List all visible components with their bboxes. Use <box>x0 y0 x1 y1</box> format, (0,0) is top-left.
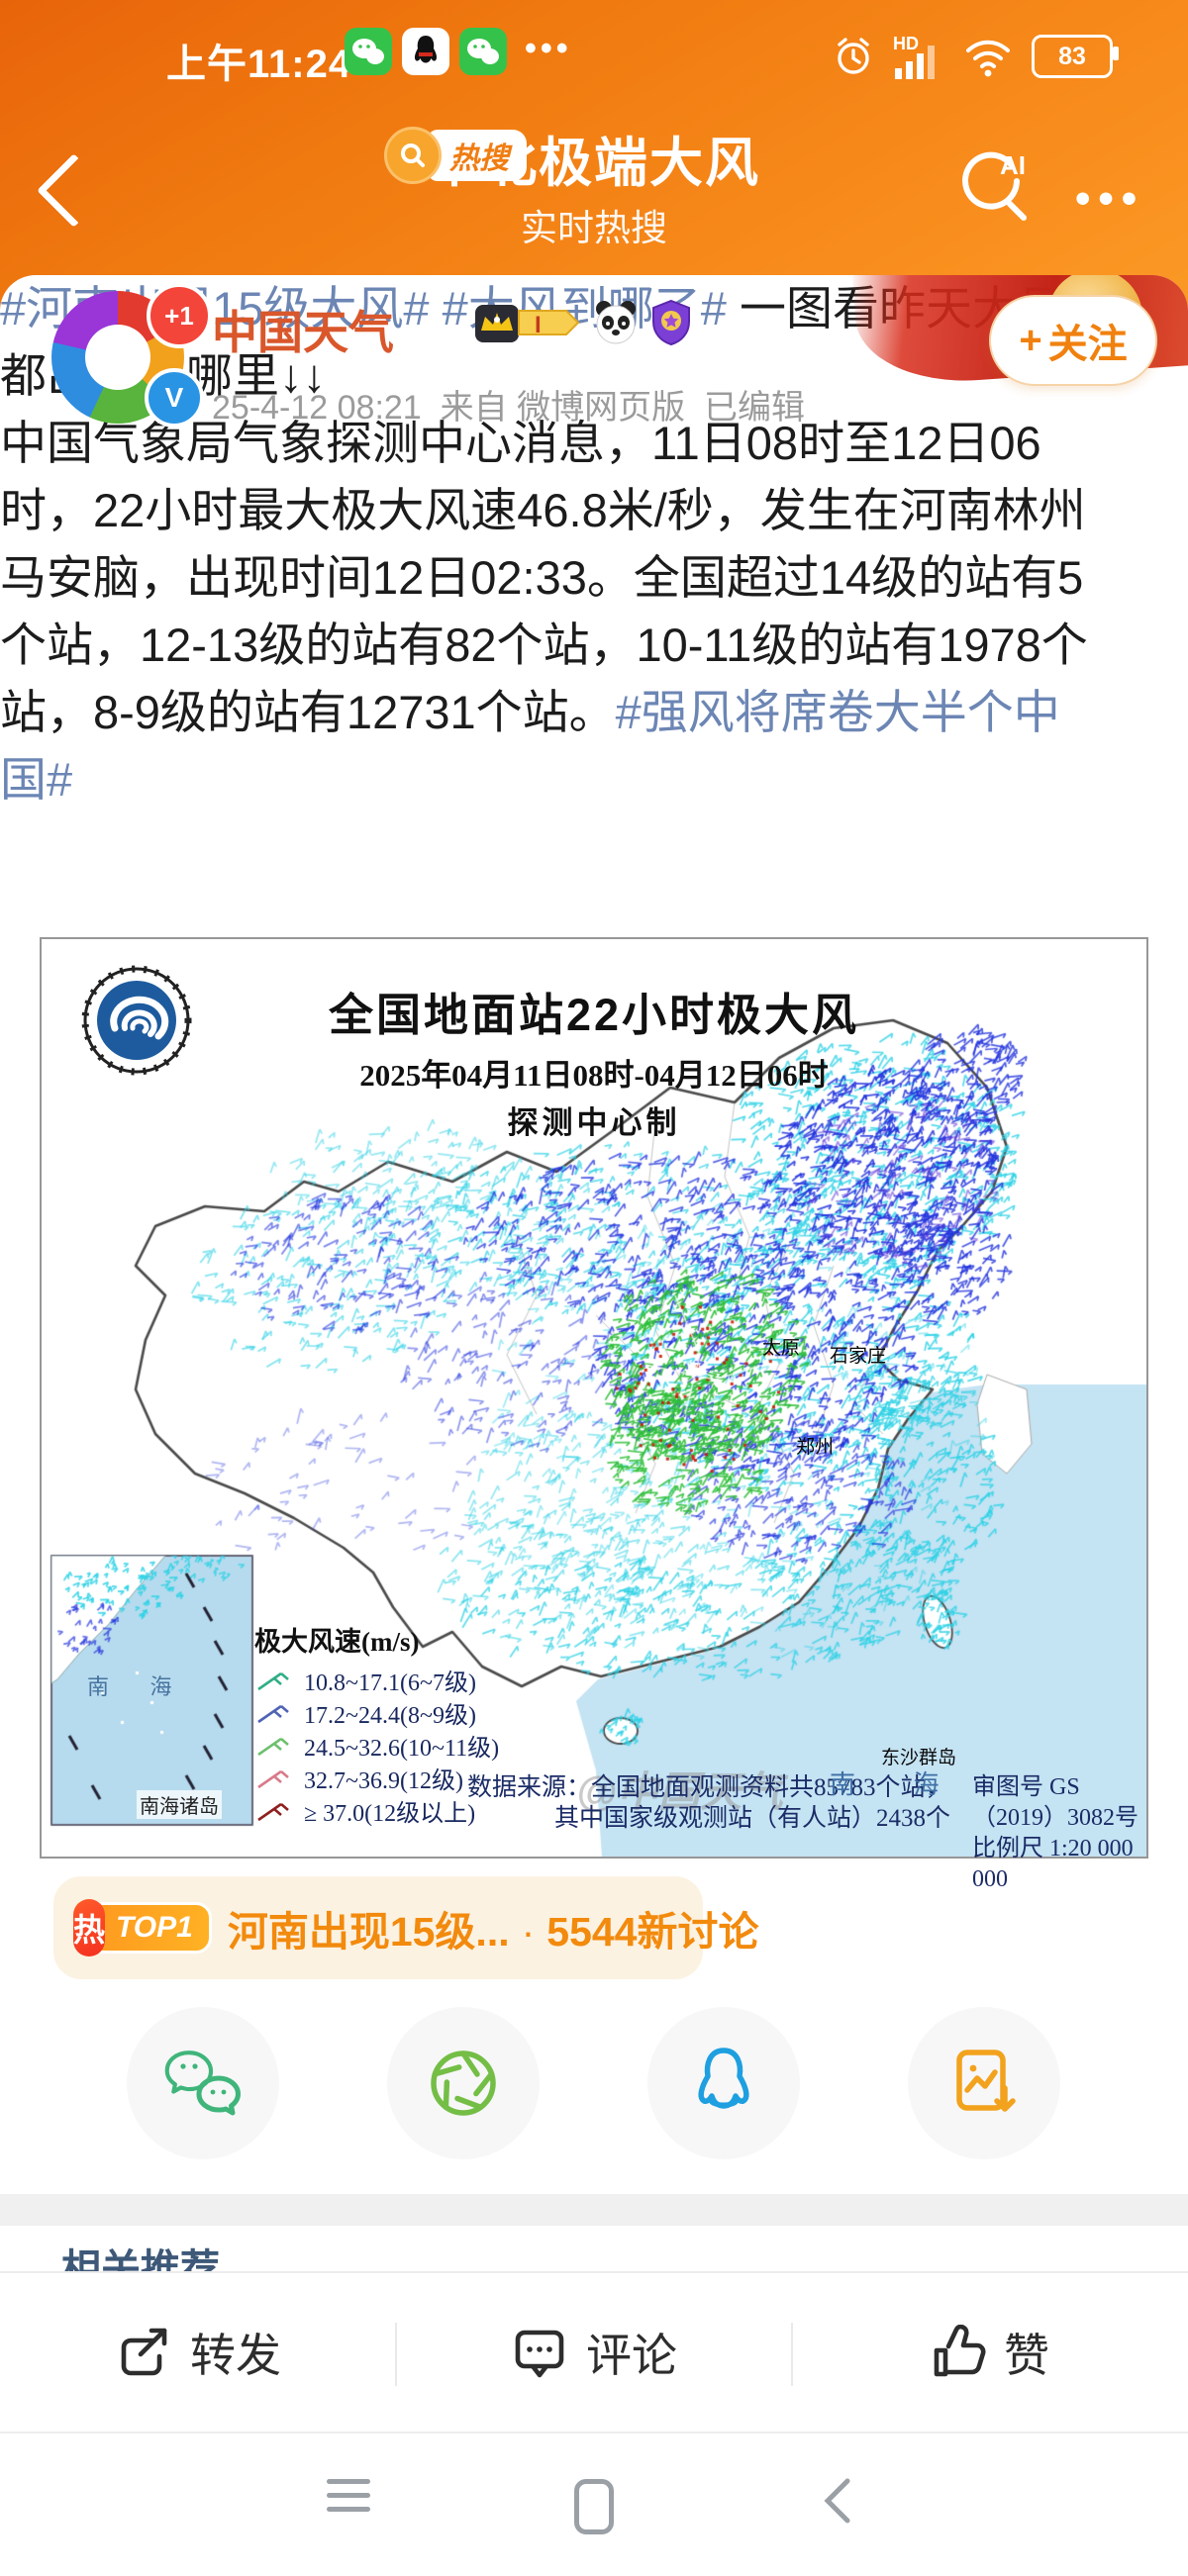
bottom-action-panel: 转发 评论 赞 <box>0 2271 1188 2576</box>
top1-badge: TOP1 <box>93 1902 212 1954</box>
qq-status-icon <box>402 28 449 75</box>
author-name[interactable]: 中国天气 <box>212 307 394 358</box>
nav-back-button[interactable] <box>820 2477 853 2525</box>
alarm-icon <box>838 38 869 74</box>
wind-map-canvas <box>42 939 1146 1857</box>
wifi-icon <box>966 40 1010 77</box>
wechat-icon <box>164 2051 241 2116</box>
legend-title: 极大风速(m/s) <box>254 1627 420 1657</box>
shield-badge-icon <box>652 299 690 346</box>
qq-icon <box>698 2048 749 2109</box>
map-legend-rows: 10.8~17.1(6~7级) 17.2~24.4(8~9级) 24.5~32.6(… <box>254 1669 499 1827</box>
legend-row: 17.2~24.4(8~9级) <box>254 1701 499 1729</box>
repost-button[interactable]: 转发 <box>0 2311 396 2394</box>
header-background: 上午11:24 ••• HD 83 华北极端大风 <box>0 0 1188 317</box>
share-wechat-button[interactable] <box>127 2007 279 2159</box>
south-china-sea-label: 南 海 <box>830 1770 965 1799</box>
follow-button[interactable]: + 关注 <box>989 295 1157 386</box>
map-title: 全国地面站22小时极大风 <box>328 990 860 1040</box>
svg-text:I: I <box>535 312 542 338</box>
vip-crown-badge-icon: I <box>475 305 580 342</box>
map-place-label: 太原 <box>762 1338 801 1359</box>
like-icon <box>934 2325 986 2377</box>
like-button[interactable]: 赞 <box>792 2311 1188 2394</box>
ai-search-button[interactable]: AI <box>948 143 1038 232</box>
wechat-status-icon <box>345 28 392 75</box>
more-options-button[interactable]: ••• <box>1075 174 1145 223</box>
share-save-image-button[interactable] <box>908 2007 1060 2159</box>
legend-row: ≥ 37.0(12级以上) <box>254 1799 499 1827</box>
hashtag-link-sweep[interactable]: #强风将席卷大半个中国# <box>0 686 1060 806</box>
author-badges: I <box>475 299 693 346</box>
post-meta: 25-4-12 08:21 来自 微博网页版 已编辑 <box>212 389 805 427</box>
map-place-label: 石家庄 <box>830 1346 887 1367</box>
post-card: ✶ +关注 +1 V 中国天气 I 25-4-12 08:21 来自 微博网页版… <box>0 275 1188 2194</box>
watermark: @中国天气 <box>576 1768 783 1815</box>
status-time: 上午11:24 <box>166 43 352 86</box>
weather-map-image[interactable]: 全国地面站22小时极大风 2025年04月11日08时-04月12日06时 探测… <box>40 937 1148 1892</box>
share-row <box>0 2007 1188 2165</box>
battery-indicator: 83 <box>1032 35 1119 78</box>
comment-icon <box>515 2330 564 2378</box>
search-header: 华北极端大风 热搜 实时热搜 AI ••• <box>0 117 1188 265</box>
inset-sea-label: 南 海 <box>87 1674 190 1699</box>
save-image-icon <box>956 2050 1016 2112</box>
share-qq-button[interactable] <box>647 2007 800 2159</box>
map-source-note: 数据来源：全国地面观测资料共85783个站， 其中国家级观测站（有人站）2438个 <box>467 1774 951 1832</box>
map-place-label: 郑州 <box>796 1437 835 1458</box>
legend-row: 32.7~36.9(12级) <box>254 1766 499 1794</box>
moments-icon <box>431 2051 496 2116</box>
observation-center-logo-icon <box>81 965 192 1076</box>
map-maker: 探测中心制 <box>507 1105 681 1140</box>
repost-icon <box>121 2328 167 2376</box>
map-place-label: 东沙群岛 <box>881 1748 957 1768</box>
nav-menu-button[interactable] <box>327 2479 370 2521</box>
signal-icon: HD <box>893 34 944 79</box>
hot-search-badge: 热搜 <box>384 127 527 184</box>
status-right-cluster: HD 83 <box>832 22 1158 91</box>
map-review-number: 审图号 GS（2019）3082号 比例尺 1:20 000 000 <box>972 1774 1138 1892</box>
legend-row: 24.5~32.6(10~11级) <box>254 1734 499 1762</box>
legend-row: 10.8~17.1(6~7级) <box>254 1669 499 1696</box>
hot-icon: 热 <box>73 1899 106 1956</box>
section-divider <box>0 2194 1188 2226</box>
map-period: 2025年04月11日08时-04月12日06时 <box>359 1058 829 1093</box>
post-source-link[interactable]: 微博网页版 <box>517 389 686 427</box>
status-bar: 上午11:24 ••• HD 83 <box>0 22 1188 91</box>
svg-text:AI: AI <box>1000 150 1026 180</box>
follow-plus-one-badge[interactable]: +1 <box>147 283 212 348</box>
share-moments-button[interactable] <box>387 2007 540 2159</box>
trending-topic-bar[interactable]: 热 TOP1 河南出现15级... · 5544新讨论 <box>53 1876 758 1979</box>
search-icon <box>384 127 442 184</box>
status-more-dots: ••• <box>525 30 572 67</box>
panda-badge-icon <box>596 301 636 344</box>
map-legend: 极大风速(m/s) 10.8~17.1(6~7级) 17.2~24.4(8~9级)… <box>254 1620 499 1827</box>
nav-home-button[interactable] <box>574 2479 614 2534</box>
inset-islands-label: 南海诸岛 <box>137 1790 222 1819</box>
comment-button[interactable]: 评论 <box>396 2311 792 2394</box>
page-subtitle: 实时热搜 <box>521 208 667 248</box>
wechat-status-icon-2 <box>459 28 507 75</box>
post-body: 中国气象局气象探测中心消息，11日08时至12日06时，22小时最大极大风速46… <box>0 417 1088 738</box>
verified-badge: V <box>145 368 204 428</box>
